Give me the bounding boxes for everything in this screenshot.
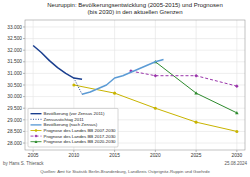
series-line: [131, 71, 237, 86]
x-tick-label: 2010: [69, 153, 80, 158]
annotation: Quellen: Amt für Statistik Berlin-Brande…: [40, 169, 210, 174]
series: [129, 69, 239, 88]
y-tick-label: 28.000: [7, 141, 22, 146]
legend-label: Prognose des Landes BB 2017-2030: [44, 134, 117, 139]
point-marker: [194, 91, 198, 94]
y-tick-label: 28.500: [7, 129, 22, 134]
annotation: by Hans S. Thierack: [3, 161, 44, 166]
y-grid-line: [25, 38, 245, 39]
legend-handle: [31, 130, 42, 131]
x-grid-line: [155, 20, 156, 150]
legend-label: Prognose des Landes BB 2020-2030: [44, 139, 117, 144]
legend-marker: [35, 129, 38, 132]
y-tick-label: 31.000: [7, 71, 22, 76]
point-marker: [154, 107, 157, 110]
series-line: [82, 59, 163, 94]
x-tick-label: 2015: [109, 153, 120, 158]
point-marker: [113, 92, 116, 95]
legend-frame: [28, 108, 118, 147]
title-line: (bis 2030) in den aktuellen Grenzen: [87, 9, 182, 15]
y-tick-label: 32.000: [7, 48, 22, 53]
y-grid-line: [25, 61, 245, 62]
x-tick-label: 2025: [191, 153, 202, 158]
y-grid-line: [25, 26, 245, 27]
y-tick-label: 33.000: [7, 25, 22, 30]
y-tick-label: 29.000: [7, 118, 22, 123]
y-tick-label: 30.500: [7, 83, 22, 88]
point-marker: [194, 74, 198, 78]
y-grid-line: [25, 85, 245, 86]
x-tick-label: 2020: [150, 153, 161, 158]
title: Neuruppin: Bevölkerungsentwicklung (2005…: [47, 2, 222, 15]
plot-frame: [25, 20, 245, 150]
point-marker: [72, 83, 75, 86]
legend-marker: [35, 135, 38, 138]
point-marker: [195, 121, 198, 124]
legend-handle: [31, 141, 42, 142]
series-line: [74, 78, 82, 94]
legend-label: Bevölkerung (vor Zensus 2011): [44, 111, 105, 116]
y-tick-label: 31.500: [7, 59, 22, 64]
y-grid-line: [25, 96, 245, 97]
point-marker: [235, 111, 239, 114]
legend-handle: [31, 113, 42, 114]
series-line: [155, 62, 236, 113]
legend-label: Zensusstichtag 2011: [44, 117, 85, 122]
grid: [25, 20, 245, 150]
chart: Neuruppin: Bevölkerungsentwicklung (2005…: [0, 0, 250, 177]
legend-label: Prognose des Landes BB 2007-2030: [44, 128, 117, 133]
point-marker: [235, 130, 238, 133]
axes: 28.000 28.500 29.000 29.500 30.000 30.500 31.0…: [7, 20, 245, 158]
point-marker: [154, 74, 158, 78]
series: [154, 60, 239, 114]
series: [82, 59, 163, 94]
legend-handle: [31, 119, 42, 120]
y-tick-label: 29.500: [7, 106, 22, 111]
legend-handle: [31, 136, 42, 137]
y-tick-label: 30.000: [7, 94, 22, 99]
x-tick-label: 2030: [232, 153, 243, 158]
data: [33, 46, 239, 133]
y-grid-line: [25, 73, 245, 74]
legend: Bevölkerung (vor Zensus 2011)Zensusstich…: [28, 108, 118, 147]
legend-handle: [31, 124, 42, 125]
title-line: Neuruppin: Bevölkerungsentwicklung (2005…: [47, 2, 222, 8]
legend-label: Bevölkerung (nach Zensus): [44, 122, 98, 127]
y-grid-line: [25, 50, 245, 51]
point-marker: [235, 84, 239, 88]
y-tick-label: 32.500: [7, 36, 22, 41]
series-line: [33, 46, 82, 80]
legend-marker: [35, 140, 38, 143]
annotation: 25.08.2024: [224, 161, 247, 166]
background: [0, 0, 250, 177]
series: [33, 46, 82, 80]
x-grid-line: [196, 20, 197, 150]
x-tick-label: 2005: [28, 153, 39, 158]
series: [74, 78, 82, 94]
